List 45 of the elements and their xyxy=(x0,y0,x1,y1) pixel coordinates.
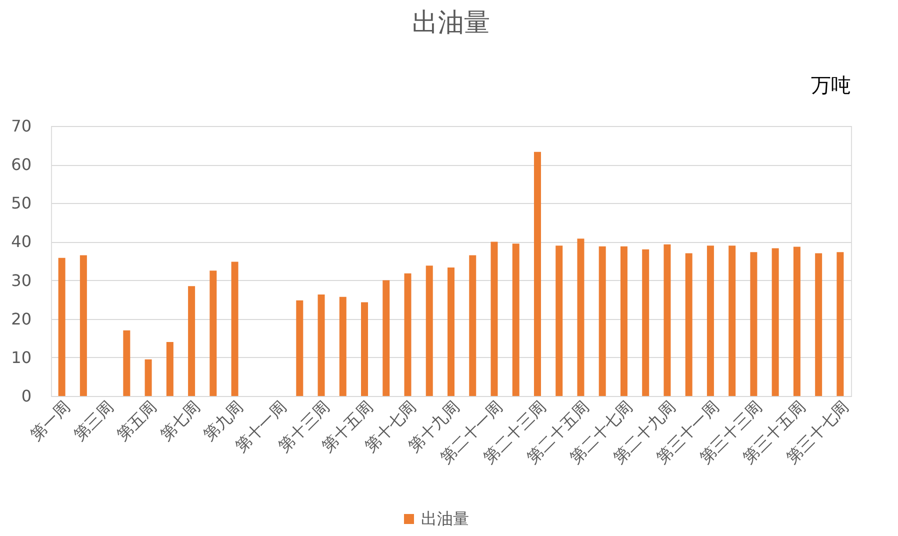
bar xyxy=(793,246,800,396)
bar xyxy=(339,296,346,396)
bar xyxy=(556,246,563,396)
legend-label: 出油量 xyxy=(421,509,469,528)
bar xyxy=(642,249,650,396)
chart-title: 出油量 xyxy=(412,8,490,38)
y-tick-label: 60 xyxy=(11,155,32,174)
y-tick-label: 40 xyxy=(11,232,32,252)
bar xyxy=(80,255,87,396)
bar xyxy=(772,248,779,396)
bar xyxy=(469,255,476,396)
y-tick-label: 10 xyxy=(11,348,32,367)
y-tick-label: 50 xyxy=(11,194,32,213)
bar xyxy=(123,330,130,396)
bar xyxy=(706,246,714,396)
bar xyxy=(664,244,671,396)
bar xyxy=(210,270,217,396)
bar xyxy=(382,280,390,396)
bar xyxy=(448,268,454,396)
y-tick-label: 30 xyxy=(11,270,32,290)
bar xyxy=(188,286,196,396)
bar xyxy=(361,302,368,396)
bar xyxy=(166,342,174,396)
bar xyxy=(750,252,758,396)
bar xyxy=(318,294,325,396)
bar xyxy=(231,262,238,396)
bar xyxy=(728,246,736,396)
y-tick-label: 0 xyxy=(21,386,32,406)
y-tick-label: 20 xyxy=(11,309,32,328)
bar xyxy=(685,253,692,396)
bar xyxy=(836,252,844,396)
bar xyxy=(534,152,541,396)
bar xyxy=(815,253,822,396)
bar xyxy=(58,258,66,396)
bar xyxy=(296,300,304,396)
bar xyxy=(426,266,433,396)
bar xyxy=(577,238,584,396)
bar xyxy=(620,246,628,396)
bar xyxy=(512,244,520,396)
bar xyxy=(404,273,412,396)
text: 万吨 xyxy=(811,73,851,97)
bar xyxy=(598,246,606,396)
bar xyxy=(144,359,152,396)
bar xyxy=(490,242,498,396)
y-tick-label: 70 xyxy=(11,116,32,136)
